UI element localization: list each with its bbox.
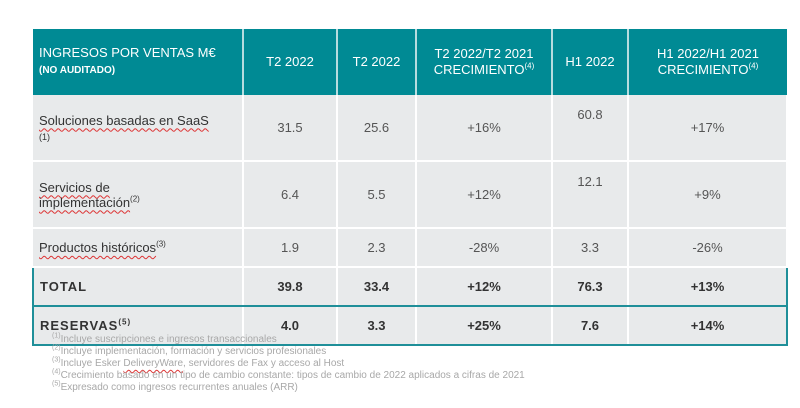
header-t2-growth: T2 2022/T2 2021 CRECIMIENTO(4) [416, 29, 553, 95]
footnote-text: Incluye suscripciones e ingresos transac… [60, 334, 277, 345]
revenue-table: INGRESOS POR VENTAS M€ (NO AUDITADO) T2 2… [32, 29, 788, 346]
cell: 25.6 [337, 95, 417, 162]
footnote: (5)Expresado como ingresos recurrentes a… [52, 380, 525, 394]
table-row: Soluciones basadas en SaaS (1) 31.5 25.6 … [33, 95, 788, 162]
label-text: Soluciones basadas en SaaS [39, 112, 209, 128]
total-row: TOTAL 39.8 33.4 +12% 76.3 +13% [32, 266, 788, 307]
cell: 39.8 [243, 266, 338, 307]
cell: +9% [628, 161, 788, 229]
header-t2-2022: T2 2022 [243, 29, 338, 95]
row-label: Soluciones basadas en SaaS (1) [33, 95, 244, 162]
header-row: INGRESOS POR VENTAS M€ (NO AUDITADO) T2 2… [33, 29, 787, 95]
footnotes: (1)Incluye suscripciones e ingresos tran… [52, 332, 525, 394]
cell: +13% [627, 266, 788, 307]
cell: 1.9 [243, 228, 338, 268]
footnote-text: Crecimiento basado en un tipo de cambio … [60, 370, 525, 381]
cell: 7.6 [552, 305, 629, 346]
footnote-number: (4) [52, 368, 61, 376]
footnote-ref: (4) [748, 61, 759, 71]
cell: +17% [628, 95, 788, 162]
footnote-ref: (1) [39, 131, 50, 142]
footnote-number: (5) [52, 380, 61, 388]
row-label: Servicios de implementación(2) [33, 161, 244, 229]
footnote: (2)Incluye implementación, formación y s… [52, 344, 525, 358]
cell: 2.3 [337, 228, 417, 268]
cell: 76.3 [552, 266, 629, 307]
footnote-ref: (5) [118, 317, 132, 327]
cell: +25% [416, 305, 553, 346]
header-revenue: INGRESOS POR VENTAS M€ (NO AUDITADO) [33, 29, 244, 95]
footnote: (3)Incluye Esker DeliveryWare, servidore… [52, 356, 525, 370]
header-t2-2022-b: T2 2022 [337, 29, 417, 95]
cell: 3.3 [552, 228, 629, 268]
label-text: Productos históricos [39, 240, 157, 255]
cell: 5.5 [337, 161, 417, 229]
table-row: Servicios de implementación(2) 6.4 5.5 +1… [33, 161, 788, 229]
footnote-ref: (4) [524, 61, 535, 71]
footnote-text: Incluye Esker [60, 358, 124, 369]
cell: 4.0 [243, 305, 338, 346]
footnote-ref: (3) [156, 239, 166, 249]
cell: 3.3 [337, 305, 417, 346]
row-label: TOTAL [32, 266, 244, 307]
label-text: Servicios de [39, 179, 110, 195]
cell: 6.4 [243, 161, 338, 229]
header-text: CRECIMIENTO [657, 62, 749, 77]
footnote: (1)Incluye suscripciones e ingresos tran… [52, 332, 525, 346]
footnote-text: , servidores de Fax y acceso al Host [183, 358, 345, 369]
footnote-number: (3) [52, 356, 61, 364]
header-text: H1 2022/H1 2021 [657, 46, 759, 61]
cell: +14% [627, 305, 788, 346]
cell: 31.5 [243, 95, 338, 162]
footnote-text: Incluye implementación, formación y serv… [60, 346, 327, 357]
row-label: RESERVAS(5) [32, 305, 244, 346]
reservas-row: RESERVAS(5) 4.0 3.3 +25% 7.6 +14% [32, 305, 788, 346]
table-row: Productos históricos(3) 1.9 2.3 -28% 3.3… [33, 228, 788, 268]
cell: 33.4 [337, 266, 417, 307]
cell: 60.8 [552, 95, 629, 162]
header-subtitle: (NO AUDITADO) [39, 65, 116, 76]
cell: 12.1 [552, 161, 629, 229]
footnote-number: (2) [52, 344, 61, 352]
cell: -26% [628, 228, 788, 268]
footnote-text: Expresado como ingresos recurrentes anua… [60, 382, 298, 393]
cell: +12% [416, 161, 553, 229]
footnote-ref: (2) [130, 194, 140, 204]
footnote-number: (1) [52, 332, 61, 340]
cell: -28% [416, 228, 553, 268]
header-text: CRECIMIENTO [433, 62, 525, 77]
header-h1-growth: H1 2022/H1 2021 CRECIMIENTO(4) [628, 29, 787, 95]
cell: +16% [416, 95, 553, 162]
label-text: implementación [39, 194, 131, 210]
header-text: T2 2022/T2 2021 [434, 46, 534, 61]
row-label: Productos históricos(3) [33, 228, 244, 268]
header-title: INGRESOS POR VENTAS M€ [39, 45, 216, 60]
footnote-text: DeliveryWare [123, 358, 184, 369]
label-text: RESERVAS [40, 318, 119, 333]
footnote: (4)Crecimiento basado en un tipo de camb… [52, 368, 525, 382]
header-h1-2022: H1 2022 [552, 29, 629, 95]
cell: +12% [416, 266, 553, 307]
